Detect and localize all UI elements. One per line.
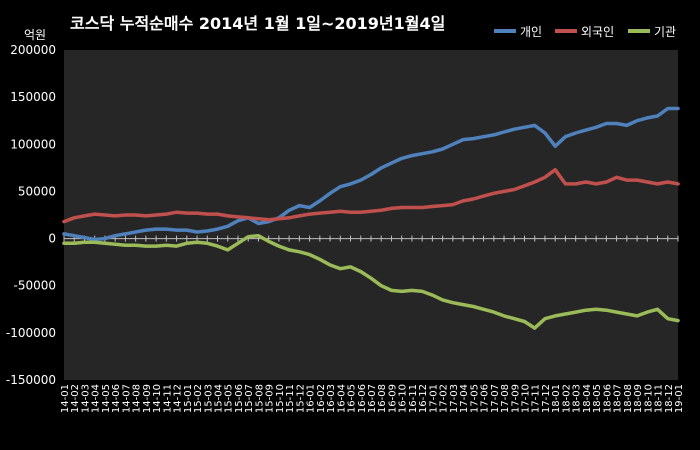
- y-tick-label: -50000: [13, 279, 56, 293]
- chart-title: 코스닥 누적순매수 2014년 1월 1일~2019년1월4일: [70, 14, 446, 33]
- x-tick-label: 18-10: [643, 384, 654, 413]
- y-tick-label: -150000: [6, 373, 56, 387]
- series-line: [62, 233, 680, 330]
- x-tick-label: 16-04: [336, 384, 347, 413]
- x-tick-label: 15-12: [295, 384, 306, 413]
- x-tick-label: 18-02: [561, 384, 572, 413]
- x-tick-label: 15-01: [183, 384, 194, 413]
- x-tick-label: 16-10: [398, 384, 409, 413]
- y-tick-label: 0: [48, 232, 56, 246]
- x-tick-label: 18-03: [572, 384, 583, 413]
- x-tick-label: 18-01: [551, 384, 562, 413]
- x-tick-label: 16-06: [357, 384, 368, 413]
- x-tick-label: 14-06: [111, 384, 122, 413]
- y-tick-label: 100000: [10, 137, 56, 151]
- x-tick-label: 16-07: [367, 384, 378, 413]
- x-tick-label: 17-02: [439, 384, 450, 413]
- x-tick-label: 15-06: [234, 384, 245, 413]
- x-tick-label: 16-01: [306, 384, 317, 413]
- y-tick-label: 200000: [10, 43, 56, 57]
- x-tick-label: 17-01: [428, 384, 439, 413]
- legend-label: 개인: [520, 25, 542, 39]
- x-tick-label: 14-12: [173, 384, 184, 413]
- x-tick-label: 14-04: [91, 384, 102, 413]
- x-tick-label: 18-06: [602, 384, 613, 413]
- x-tick-label: 16-05: [347, 384, 358, 413]
- x-tick-label: 18-09: [633, 384, 644, 413]
- x-tick-label: 15-11: [285, 384, 296, 413]
- x-tick-label: 18-11: [654, 384, 665, 413]
- x-tick-label: 14-07: [121, 384, 132, 413]
- x-tick-label: 14-09: [142, 384, 153, 413]
- x-tick-label: 14-05: [101, 384, 112, 413]
- x-tick-label: 17-04: [459, 384, 470, 413]
- x-tick-label: 17-07: [490, 384, 501, 413]
- x-tick-label: 16-11: [408, 384, 419, 413]
- series-line: [62, 106, 680, 242]
- x-tick-label: 16-02: [316, 384, 327, 413]
- x-tick-label: 15-04: [214, 384, 225, 413]
- x-tick-label: 18-12: [664, 384, 675, 413]
- x-tick-label: 18-08: [623, 384, 634, 413]
- x-tick-label: 17-06: [480, 384, 491, 413]
- x-tick-label: 18-05: [592, 384, 603, 413]
- x-tick-label: 16-09: [387, 384, 398, 413]
- x-tick-label: 18-07: [613, 384, 624, 413]
- x-tick-label: 14-03: [80, 384, 91, 413]
- legend-label: 외국인: [581, 25, 614, 39]
- x-tick-label: 15-10: [275, 384, 286, 413]
- x-tick-label: 17-08: [500, 384, 511, 413]
- legend-label: 기관: [654, 25, 676, 39]
- x-tick-label: 15-07: [244, 384, 255, 413]
- x-tick-label: 14-08: [132, 384, 143, 413]
- x-tick-label: 14-10: [152, 384, 163, 413]
- x-tick-label: 14-11: [162, 384, 173, 413]
- y-tick-label: 50000: [18, 184, 56, 198]
- y-tick-label: -100000: [6, 326, 56, 340]
- series-line: [62, 167, 680, 224]
- x-tick-label: 16-03: [326, 384, 337, 413]
- x-tick-label: 17-05: [469, 384, 480, 413]
- x-tick-label: 15-05: [224, 384, 235, 413]
- x-tick-label: 16-12: [418, 384, 429, 413]
- x-tick-label: 15-08: [254, 384, 265, 413]
- x-tick-label: 15-03: [203, 384, 214, 413]
- y-tick-label: 150000: [10, 90, 56, 104]
- x-tick-label: 15-02: [193, 384, 204, 413]
- x-tick-label: 18-04: [582, 384, 593, 413]
- y-axis-unit-label: 억원: [24, 28, 47, 42]
- x-tick-label: 15-09: [265, 384, 276, 413]
- x-tick-label: 14-01: [60, 384, 71, 413]
- x-tick-label: 17-09: [510, 384, 521, 413]
- x-tick-label: 19-01: [674, 384, 685, 413]
- x-tick-label: 17-11: [531, 384, 542, 413]
- x-tick-label: 16-08: [377, 384, 388, 413]
- x-tick-label: 17-12: [541, 384, 552, 413]
- x-tick-label: 17-03: [449, 384, 460, 413]
- x-tick-label: 14-02: [70, 384, 81, 413]
- x-tick-label: 17-10: [521, 384, 532, 413]
